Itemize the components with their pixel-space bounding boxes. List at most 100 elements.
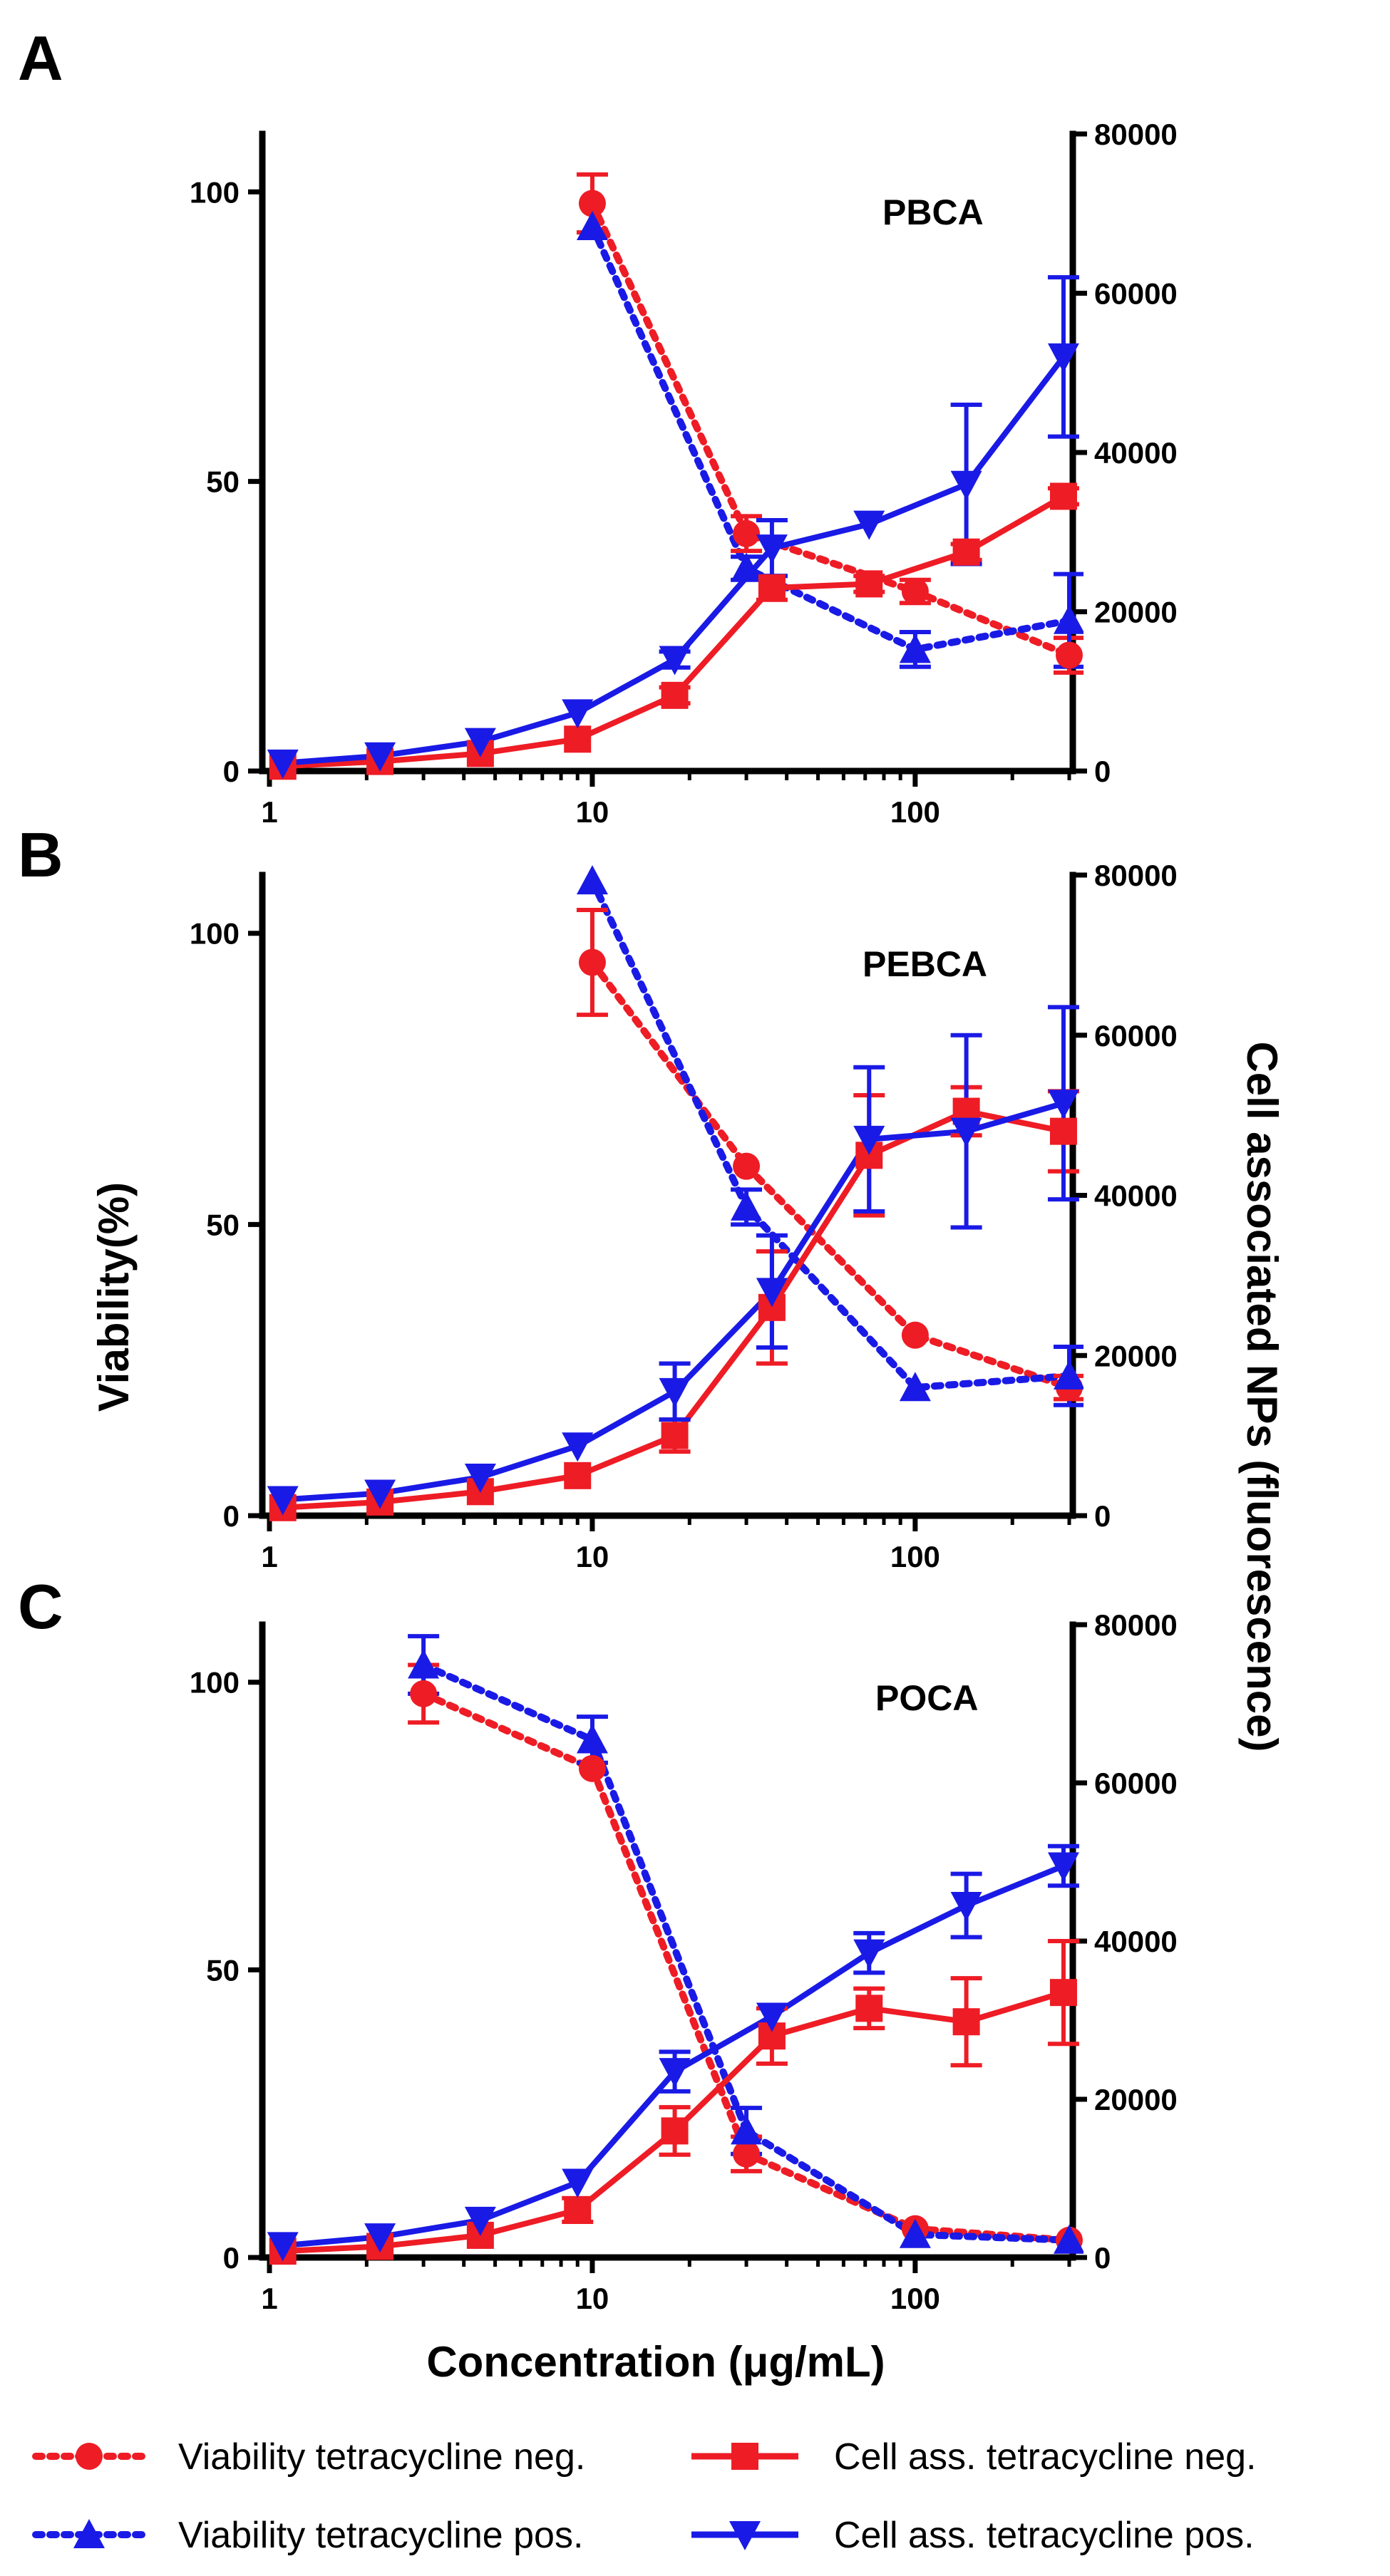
- data-point-square: [952, 2008, 980, 2036]
- data-point-triangle-up: [1054, 2224, 1083, 2254]
- data-point-square: [1049, 1117, 1077, 1145]
- y-left-tick-label: 50: [206, 1953, 240, 1987]
- x-axis-title: Concentration (μg/mL): [426, 2338, 885, 2386]
- data-point-triangle-down: [853, 510, 885, 540]
- data-point-triangle-down: [1047, 1090, 1079, 1119]
- y-right-tick-label: 0: [1094, 2241, 1111, 2275]
- data-point-triangle-up: [899, 2218, 931, 2248]
- data-point-triangle-down: [267, 1486, 299, 1516]
- data-point-triangle-down: [267, 749, 299, 779]
- legend-marker-triangle-up: [73, 2519, 105, 2548]
- data-point-triangle-up: [1054, 1360, 1083, 1390]
- data-point-square: [661, 681, 689, 709]
- data-point-triangle-down: [950, 1117, 982, 1147]
- y-right-tick-label: 20000: [1094, 596, 1178, 629]
- legend-marker-circle: [76, 2443, 103, 2470]
- data-point-triangle-down: [1047, 343, 1079, 373]
- y-left-tick-label: 0: [223, 1499, 240, 1533]
- x-tick-label: 10: [576, 2282, 609, 2315]
- data-point-square: [855, 1995, 883, 2022]
- data-point-triangle-down: [464, 2206, 496, 2236]
- data-point-triangle-down: [756, 2002, 788, 2032]
- panel-b-title: PEBCA: [863, 944, 987, 984]
- legend: Viability tetracycline neg. Viability tet…: [32, 2436, 1257, 2556]
- data-point-triangle-down: [464, 1464, 496, 1494]
- data-point-triangle-up: [576, 865, 608, 895]
- y-right-tick-label: 40000: [1094, 1925, 1178, 1958]
- y-right-tick-label: 20000: [1094, 1339, 1178, 1372]
- data-point-triangle-up: [899, 633, 931, 663]
- data-point-triangle-down: [853, 1939, 885, 1969]
- y-left-tick-label: 0: [223, 2241, 240, 2275]
- data-point-triangle-up: [731, 552, 763, 582]
- data-point-circle: [901, 578, 929, 606]
- y-right-tick-label: 20000: [1094, 2083, 1178, 2116]
- viability-line-neg: [588, 958, 1073, 1392]
- panel-c-plot: [267, 1634, 1083, 2265]
- panel-b-plot: [267, 865, 1083, 1521]
- legend-item: Cell ass. tetracycline neg.: [691, 2436, 1257, 2478]
- x-tick-label: 10: [576, 1540, 609, 1573]
- y-right-tick-label: 40000: [1094, 436, 1178, 470]
- y-right-tick-label: 0: [1094, 755, 1111, 788]
- data-point-triangle-down: [659, 1377, 691, 1407]
- data-point-circle: [410, 1680, 438, 1707]
- viability-line-neg: [588, 200, 1073, 659]
- data-point-triangle-up: [899, 1372, 931, 1402]
- data-point-triangle-down: [659, 646, 691, 676]
- panel-a-plot: [267, 172, 1083, 780]
- y-left-axis-title: Viability(%): [90, 1182, 138, 1412]
- data-point-triangle-down: [853, 1125, 885, 1155]
- legend-label: Viability tetracycline neg.: [178, 2436, 585, 2478]
- y-right-tick-label: 80000: [1094, 859, 1178, 892]
- y-left-tick-label: 50: [206, 1208, 240, 1241]
- viability-line-pos: [588, 877, 1073, 1392]
- data-point-triangle-up: [731, 2115, 763, 2145]
- data-point-triangle-down: [562, 699, 594, 729]
- data-point-circle: [578, 1754, 606, 1782]
- data-point-triangle-down: [659, 2058, 691, 2088]
- data-point-circle: [578, 190, 606, 217]
- data-point-circle: [578, 948, 606, 976]
- y-left-tick-label: 100: [190, 175, 240, 209]
- x-tick-label: 100: [890, 795, 940, 829]
- legend-marker-triangle-down: [729, 2521, 761, 2550]
- y-right-tick-label: 40000: [1094, 1179, 1178, 1213]
- panel-a-axes: 0 50 100 0 20000 40000 60000 80000 1 10 100: [190, 118, 1178, 829]
- panel-c-letter: C: [18, 1571, 63, 1642]
- data-point-triangle-up: [408, 1649, 440, 1679]
- x-tick-label: 100: [890, 1540, 940, 1573]
- data-point-circle: [733, 2140, 761, 2168]
- data-point-square: [661, 2117, 689, 2145]
- legend-item: Cell ass. tetracycline pos.: [691, 2515, 1255, 2556]
- y-left-tick-label: 50: [206, 465, 240, 499]
- legend-label: Cell ass. tetracycline neg.: [834, 2436, 1257, 2478]
- panel-a-letter: A: [18, 23, 63, 93]
- data-point-square: [952, 538, 980, 566]
- data-point-triangle-up: [731, 1191, 763, 1221]
- y-left-tick-label: 100: [190, 917, 240, 951]
- legend-label: Cell ass. tetracycline pos.: [834, 2515, 1255, 2556]
- legend-label: Viability tetracycline pos.: [178, 2515, 583, 2556]
- data-point-triangle-down: [364, 742, 396, 772]
- data-point-circle: [733, 1152, 761, 1180]
- data-point-square: [661, 1422, 689, 1449]
- y-right-tick-label: 0: [1094, 1499, 1111, 1533]
- data-point-triangle-down: [562, 2168, 594, 2198]
- data-point-triangle-up: [576, 211, 608, 241]
- data-point-triangle-down: [562, 1432, 594, 1462]
- data-point-circle: [901, 1321, 929, 1349]
- data-point-square: [758, 574, 786, 601]
- panel-c-title: POCA: [875, 1678, 978, 1718]
- y-right-tick-label: 60000: [1094, 1767, 1178, 1800]
- data-point-square: [1049, 1979, 1077, 2007]
- data-point-square: [1049, 482, 1077, 510]
- y-left-tick-label: 100: [190, 1666, 240, 1700]
- y-right-tick-label: 80000: [1094, 118, 1178, 151]
- data-point-circle: [1056, 641, 1083, 669]
- legend-item: Viability tetracycline pos.: [32, 2515, 583, 2556]
- data-point-square: [564, 2196, 592, 2224]
- data-point-square: [855, 570, 883, 598]
- x-tick-label: 100: [890, 2282, 940, 2315]
